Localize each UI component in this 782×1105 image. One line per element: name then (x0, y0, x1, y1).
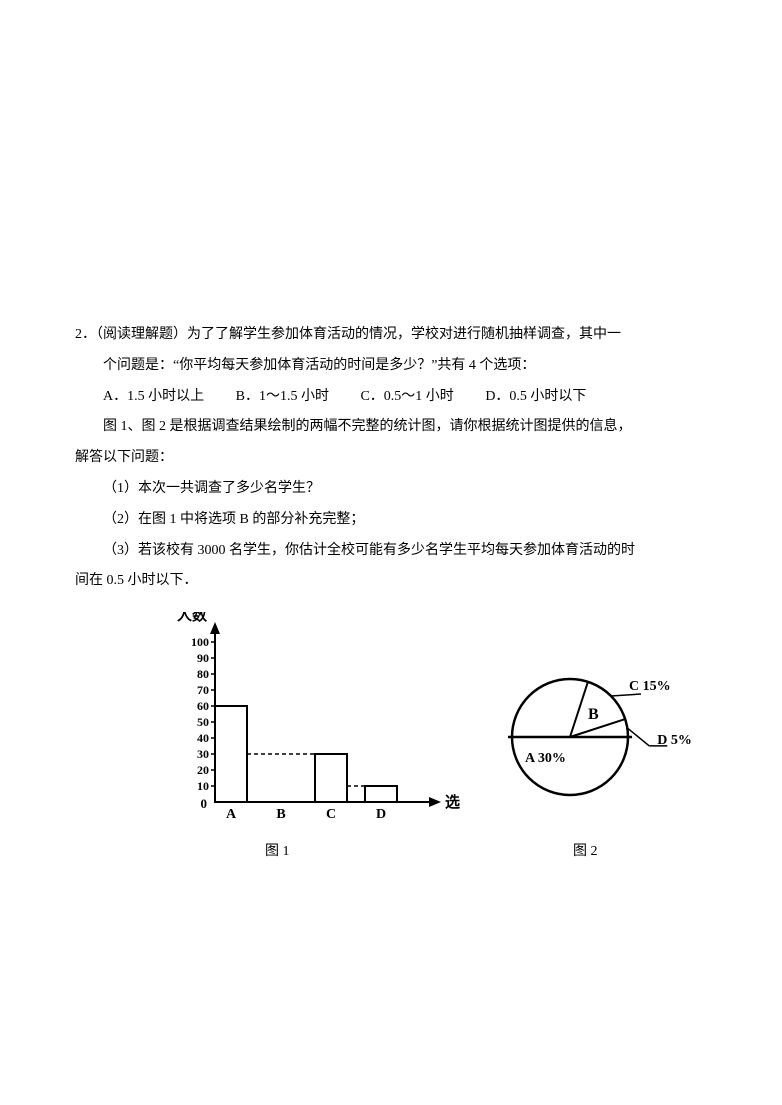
svg-text:70: 70 (197, 683, 209, 697)
pie-chart: BA 30%C 15%D 5% (495, 667, 675, 812)
svg-text:60: 60 (197, 699, 209, 713)
options-row: A．1.5 小时以上 B．1～1.5 小时 C．0.5～1 小时 D．0.5 小… (75, 382, 705, 413)
desc-line1: 图 1、图 2 是根据调查结果绘制的两幅不完整的统计图，请你根据统计图提供的信息… (75, 412, 705, 443)
pie-chart-svg: B A 30% C 15% D 5% (495, 667, 695, 827)
option-a: A．1.5 小时以上 (103, 382, 204, 413)
svg-text:D: D (376, 807, 386, 822)
intro-text-1: 为了了解学生参加体育活动的情况，学校对进行随机抽样调查，其中一 (187, 327, 621, 342)
option-b: B．1～1.5 小时 (236, 382, 329, 413)
problem-intro-line1: 2．（阅读理解题）为了了解学生参加体育活动的情况，学校对进行随机抽样调查，其中一 (75, 320, 705, 351)
figures-container: 人数选项 0 10 20 30 40 50 60 70 80 90 100 A B C D B A 30% C 1… (75, 612, 705, 872)
problem-prefix: （阅读理解题） (96, 327, 187, 342)
question-3-line2: 间在 0.5 小时以下． (75, 566, 705, 597)
question-2: （2）在图 1 中将选项 B 的部分补充完整； (75, 505, 705, 536)
svg-text:B: B (276, 807, 285, 822)
caption-fig1: 图 1 (265, 837, 290, 868)
svg-text:A: A (226, 807, 237, 822)
svg-text:10: 10 (197, 779, 209, 793)
svg-text:B: B (588, 706, 599, 723)
svg-text:0: 0 (201, 796, 208, 811)
desc-line2: 解答以下问题： (75, 443, 705, 474)
svg-text:C: C (326, 807, 336, 822)
caption-fig2: 图 2 (573, 837, 598, 868)
bar-chart: 人数选项 0 10 20 30 40 50 60 70 80 90 100 A B C D (160, 612, 460, 832)
svg-text:20: 20 (197, 763, 209, 777)
problem-body: 2．（阅读理解题）为了了解学生参加体育活动的情况，学校对进行随机抽样调查，其中一… (75, 320, 705, 872)
svg-text:90: 90 (197, 651, 209, 665)
svg-text:80: 80 (197, 667, 209, 681)
problem-intro-line2: 个问题是：“你平均每天参加体育活动的时间是多少？”共有 4 个选项： (75, 351, 705, 382)
problem-number: 2． (75, 327, 96, 342)
bar-chart-svg: 人数选项 0 10 20 30 40 50 60 70 80 90 100 A B C D (160, 612, 460, 832)
svg-text:人数: 人数 (177, 612, 208, 624)
option-c: C．0.5～1 小时 (360, 382, 453, 413)
question-1: （1）本次一共调查了多少名学生？ (75, 474, 705, 505)
svg-text:50: 50 (197, 715, 209, 729)
question-3-line1: （3）若该校有 3000 名学生，你估计全校可能有多少名学生平均每天参加体育活动… (75, 536, 705, 567)
svg-text:30: 30 (197, 747, 209, 761)
svg-text:选项: 选项 (445, 793, 460, 811)
svg-text:40: 40 (197, 731, 209, 745)
svg-text:A 30%: A 30% (525, 751, 566, 766)
option-d: D．0.5 小时以下 (485, 382, 586, 413)
svg-text:C 15%: C 15% (629, 679, 671, 694)
svg-text:D 5%: D 5% (657, 733, 692, 748)
svg-text:100: 100 (191, 635, 209, 649)
